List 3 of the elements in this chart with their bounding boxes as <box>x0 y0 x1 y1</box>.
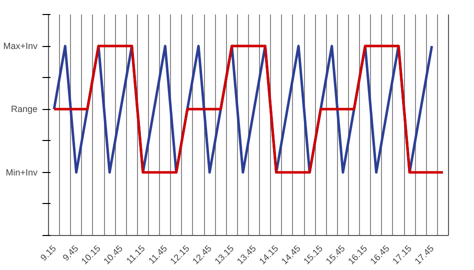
text: Range <box>10 104 38 114</box>
text: Max+Inv <box>3 41 38 52</box>
text: Min+Inv <box>6 167 38 178</box>
